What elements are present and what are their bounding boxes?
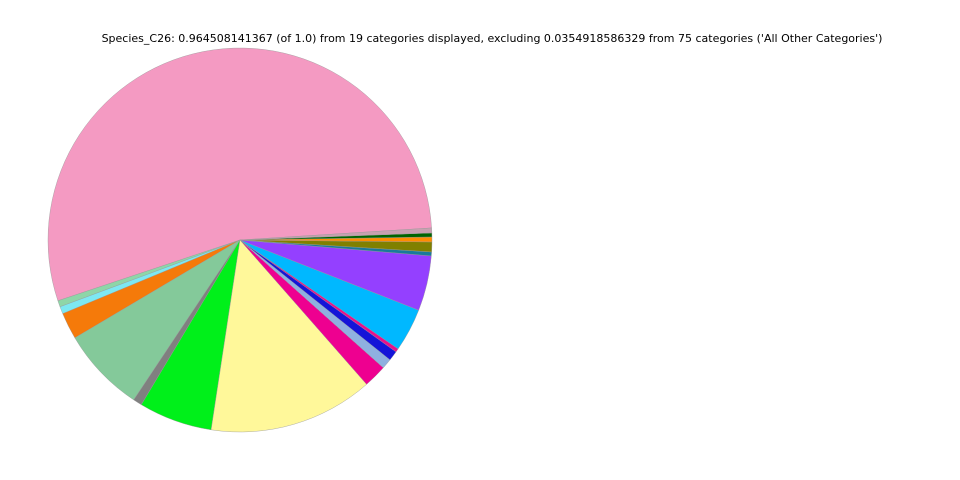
pie-slice xyxy=(210,239,367,433)
chart-title: Species_C26: 0.964508141367 (of 1.0) fro… xyxy=(102,32,883,45)
pie-slice xyxy=(239,227,433,241)
pie-slice xyxy=(47,47,432,302)
